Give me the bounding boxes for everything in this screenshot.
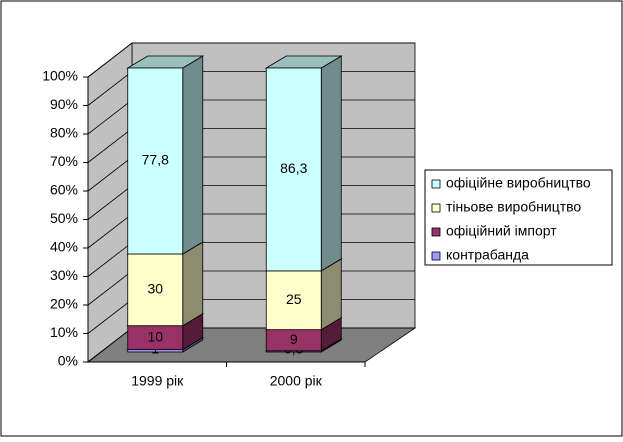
y-tick-label: 40% bbox=[50, 239, 78, 255]
grid-line bbox=[87, 213, 133, 249]
y-tick-label: 60% bbox=[50, 182, 78, 198]
legend-label: офіційний імпорт bbox=[446, 223, 557, 239]
bar bbox=[264, 55, 343, 272]
bar-front bbox=[127, 253, 184, 327]
data-label: 10 bbox=[147, 328, 163, 344]
data-label: 25 bbox=[286, 291, 302, 307]
grid-line bbox=[87, 242, 133, 277]
grid-line bbox=[87, 327, 133, 363]
y-tick-label: 90% bbox=[50, 96, 78, 112]
bar-front bbox=[127, 67, 184, 255]
bar-side bbox=[320, 55, 342, 272]
data-label: 9 bbox=[290, 331, 298, 347]
legend-label: офіційне виробництво bbox=[446, 175, 591, 191]
grid-line bbox=[87, 270, 133, 306]
bar-front bbox=[265, 270, 322, 331]
grid-line bbox=[87, 99, 133, 135]
y-tick-label: 100% bbox=[42, 68, 78, 84]
y-tick-label: 50% bbox=[50, 210, 78, 226]
data-label: 77,8 bbox=[142, 152, 169, 168]
legend-label: контрабанда bbox=[446, 247, 529, 263]
bar-front bbox=[265, 67, 322, 272]
y-tick-label: 10% bbox=[50, 324, 78, 340]
grid-line bbox=[87, 128, 133, 163]
legend-swatch bbox=[431, 179, 441, 189]
x-tick-label: 1999 рік bbox=[131, 373, 184, 389]
bar bbox=[126, 241, 205, 327]
data-label: 30 bbox=[147, 281, 163, 297]
legend-label: тіньове виробництво bbox=[446, 199, 581, 215]
bar-side bbox=[182, 241, 204, 327]
legend-swatch bbox=[431, 203, 441, 213]
y-tick-label: 80% bbox=[50, 125, 78, 141]
y-tick-label: 70% bbox=[50, 153, 78, 169]
grid-line bbox=[87, 156, 133, 192]
data-label: 86,3 bbox=[280, 160, 307, 176]
legend-swatch bbox=[431, 251, 441, 261]
legend-swatch bbox=[431, 227, 441, 237]
legend bbox=[424, 169, 613, 266]
grid-line bbox=[87, 71, 133, 106]
x-tick-label: 2000 рік bbox=[270, 373, 323, 389]
grid-line bbox=[87, 185, 133, 220]
grid-line bbox=[87, 42, 133, 78]
grid-line bbox=[87, 299, 133, 334]
bar bbox=[126, 55, 205, 255]
bar-side bbox=[182, 55, 204, 255]
y-tick-label: 30% bbox=[50, 267, 78, 283]
y-tick-label: 0% bbox=[58, 353, 78, 369]
y-tick-label: 20% bbox=[50, 296, 78, 312]
